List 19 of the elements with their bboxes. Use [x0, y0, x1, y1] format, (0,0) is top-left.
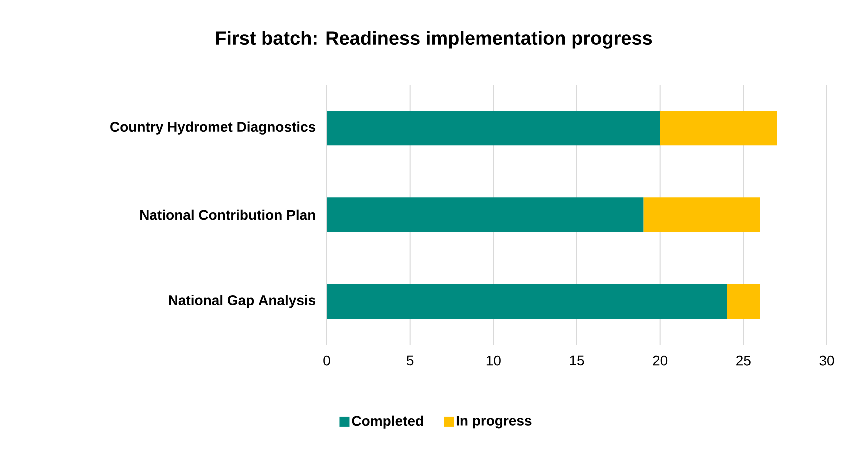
bar [644, 198, 760, 232]
x-tick-label: 10 [486, 356, 501, 366]
y-tick-label: Country Hydromet Diagnostics [110, 122, 316, 135]
y-tick-label: National Contribution Plan [140, 210, 316, 220]
legend-label: Completed [352, 416, 424, 429]
bar [660, 111, 778, 146]
bar [327, 198, 644, 232]
bar [327, 284, 728, 320]
x-tick-label: 30 [820, 356, 834, 366]
x-tick-label: 5 [407, 356, 414, 366]
x-tick-label: 20 [653, 356, 668, 366]
y-tick-label: National Gap Analysis [169, 295, 316, 308]
x-tick-label: 15 [570, 356, 584, 366]
bar [327, 111, 660, 146]
chart-title: First batch: Readiness implementation progress [216, 31, 652, 49]
x-tick-label: 0 [324, 356, 330, 366]
bar [727, 284, 760, 320]
legend-label: In progress [456, 416, 532, 429]
x-tick-label: 25 [736, 356, 751, 366]
